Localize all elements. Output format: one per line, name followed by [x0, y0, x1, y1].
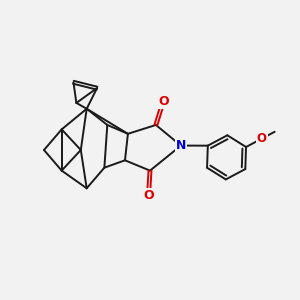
Text: N: N	[176, 139, 186, 152]
Text: O: O	[143, 189, 154, 202]
Text: O: O	[158, 95, 169, 108]
Text: O: O	[257, 132, 267, 145]
